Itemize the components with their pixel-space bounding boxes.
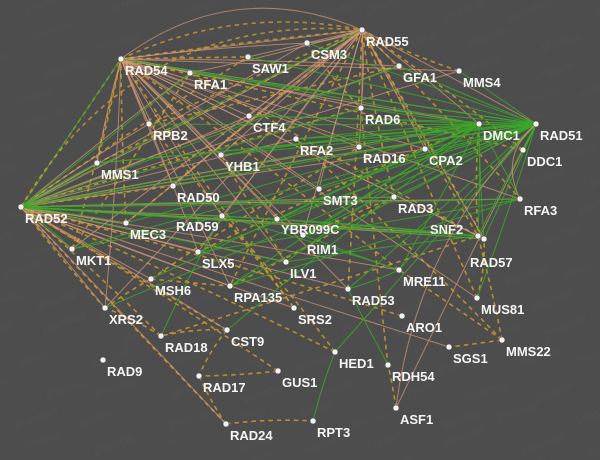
svg-text:MRE11: MRE11 (403, 274, 446, 289)
svg-text:RAD17: RAD17 (203, 380, 246, 395)
svg-text:RAD24: RAD24 (230, 428, 273, 443)
svg-text:YHB1: YHB1 (225, 159, 260, 174)
svg-text:SNF2: SNF2 (430, 222, 463, 237)
svg-text:MMS4: MMS4 (463, 75, 501, 90)
svg-text:RAD16: RAD16 (363, 151, 406, 166)
svg-text:DDC1: DDC1 (527, 154, 562, 169)
svg-text:RAD9: RAD9 (107, 364, 142, 379)
svg-text:CTF4: CTF4 (253, 120, 286, 135)
svg-text:MEC3: MEC3 (130, 227, 166, 242)
svg-text:MUS81: MUS81 (481, 302, 524, 317)
svg-text:RAD6: RAD6 (365, 112, 400, 127)
svg-text:RIM1: RIM1 (307, 242, 338, 257)
svg-text:SMT3: SMT3 (323, 193, 358, 208)
svg-text:SAW1: SAW1 (252, 61, 289, 76)
svg-text:ARO1: ARO1 (406, 320, 442, 335)
svg-text:RAD18: RAD18 (165, 340, 208, 355)
svg-text:RFA3: RFA3 (524, 203, 557, 218)
svg-text:RAD51: RAD51 (540, 128, 583, 143)
svg-text:RAD54: RAD54 (125, 63, 168, 78)
svg-text:RAD53: RAD53 (352, 293, 395, 308)
svg-text:CPA2: CPA2 (429, 153, 463, 168)
svg-text:CSM3: CSM3 (311, 47, 347, 62)
svg-text:RAD50: RAD50 (177, 190, 220, 205)
svg-text:MMS1: MMS1 (101, 167, 139, 182)
svg-text:MKT1: MKT1 (76, 253, 111, 268)
svg-text:GFA1: GFA1 (403, 70, 437, 85)
svg-text:RFA2: RFA2 (300, 143, 333, 158)
svg-text:YBR099C: YBR099C (281, 222, 340, 237)
svg-text:SGS1: SGS1 (453, 351, 488, 366)
svg-text:RPA135: RPA135 (234, 290, 282, 305)
svg-text:RAD3: RAD3 (398, 201, 433, 216)
svg-text:SLX5: SLX5 (202, 256, 235, 271)
svg-text:RAD52: RAD52 (25, 211, 68, 226)
svg-text:MMS22: MMS22 (506, 344, 551, 359)
svg-text:RAD59: RAD59 (176, 219, 219, 234)
svg-text:XRS2: XRS2 (109, 312, 143, 327)
svg-text:RFA1: RFA1 (194, 77, 227, 92)
svg-text:RDH54: RDH54 (392, 369, 435, 384)
svg-text:SRS2: SRS2 (298, 312, 332, 327)
svg-text:RAD55: RAD55 (366, 34, 409, 49)
svg-text:ASF1: ASF1 (400, 412, 433, 427)
svg-text:RPB2: RPB2 (153, 128, 188, 143)
svg-text:ILV1: ILV1 (290, 266, 317, 281)
svg-text:HED1: HED1 (339, 356, 374, 371)
svg-text:GUS1: GUS1 (282, 375, 317, 390)
svg-text:RAD57: RAD57 (470, 255, 513, 270)
svg-text:DMC1: DMC1 (483, 128, 520, 143)
svg-text:CST9: CST9 (231, 334, 264, 349)
svg-text:RPT3: RPT3 (317, 425, 350, 440)
svg-text:MSH6: MSH6 (155, 283, 191, 298)
